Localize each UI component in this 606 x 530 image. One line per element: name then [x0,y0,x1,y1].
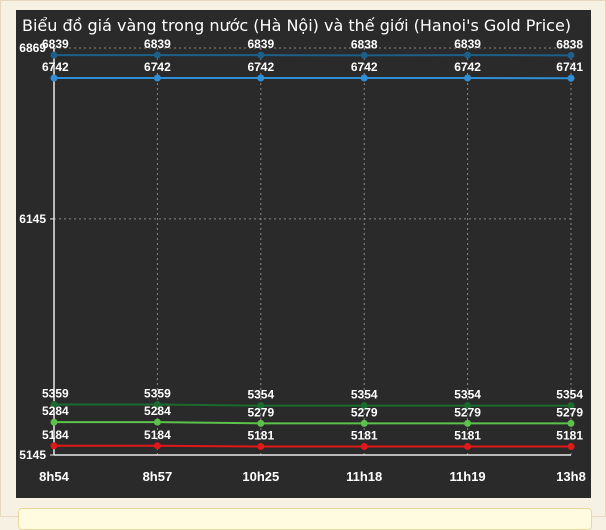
data-label: 5284 [144,404,171,418]
data-point [464,443,471,450]
data-label: 6742 [454,60,481,74]
data-label: 6839 [247,37,274,51]
data-label: 6742 [247,60,274,74]
series-0: 6839 6839 6839 6838 6839 6838 [42,37,583,59]
data-point [568,443,575,450]
data-label: 5279 [351,405,378,419]
note-box [18,508,592,530]
data-label: 6742 [144,60,171,74]
grid-lines [54,48,571,455]
data-point [51,442,58,449]
data-label: 5279 [247,405,274,419]
data-point [154,419,161,426]
y-tick-label: 6869 [19,41,46,55]
data-label: 6741 [556,60,583,74]
data-label: 6838 [556,37,583,51]
data-label: 6742 [42,60,69,74]
y-tick-label: 5145 [19,448,46,462]
data-point [257,420,264,427]
y-tick-label: 6145 [19,212,46,226]
x-tick-label: 10h25 [242,469,279,484]
data-point [51,52,58,59]
data-point [361,420,368,427]
chart-axes [54,48,571,455]
data-point [257,443,264,450]
data-label: 6839 [144,37,171,51]
data-point [464,420,471,427]
data-label: 5354 [454,388,481,402]
data-point [257,74,264,81]
data-point [568,75,575,82]
series-3: 5284 5284 5279 5279 5279 5279 [42,404,583,427]
data-point [361,443,368,450]
data-label: 6838 [351,37,378,51]
tick-labels: 5145 6145 6869 8h54 8h57 10h25 11h18 11h19 13h8 [19,41,586,484]
data-label: 6742 [351,60,378,74]
data-label: 6839 [42,37,69,51]
data-label: 5354 [351,388,378,402]
data-label: 5359 [42,386,69,400]
series-line [54,446,571,447]
x-tick-label: 13h8 [556,469,586,484]
x-tick-label: 11h18 [346,469,382,484]
data-label: 5184 [42,428,69,442]
data-label: 5279 [556,405,583,419]
x-tick-label: 8h54 [39,469,69,484]
data-label: 5181 [454,429,481,443]
x-tick-label: 8h57 [143,469,173,484]
data-point [361,52,368,59]
data-label: 5284 [42,404,69,418]
data-label: 5354 [556,388,583,402]
data-point [568,420,575,427]
series-line [54,422,571,423]
data-label: 5181 [247,429,274,443]
data-point [51,74,58,81]
chart-title: Biểu đồ giá vàng trong nước (Hà Nội) và … [22,16,571,35]
data-label: 5279 [454,405,481,419]
data-point [154,74,161,81]
data-label: 5184 [144,428,171,442]
data-point [361,74,368,81]
data-point [257,52,264,59]
series-1: 6742 6742 6742 6742 6742 6741 [42,60,583,82]
data-point [51,419,58,426]
series-4: 5184 5184 5181 5181 5181 5181 [42,428,583,450]
data-point [154,52,161,59]
x-tick-label: 11h19 [450,469,486,484]
data-label: 5181 [556,429,583,443]
data-label: 5181 [351,429,378,443]
data-point [464,52,471,59]
series-2: 5359 5359 5354 5354 5354 5354 [42,386,583,409]
data-label: 6839 [454,37,481,51]
data-point [568,52,575,59]
data-label: 5359 [144,386,171,400]
data-point [154,442,161,449]
data-point [464,74,471,81]
data-label: 5354 [247,388,274,402]
series-line [54,404,571,405]
